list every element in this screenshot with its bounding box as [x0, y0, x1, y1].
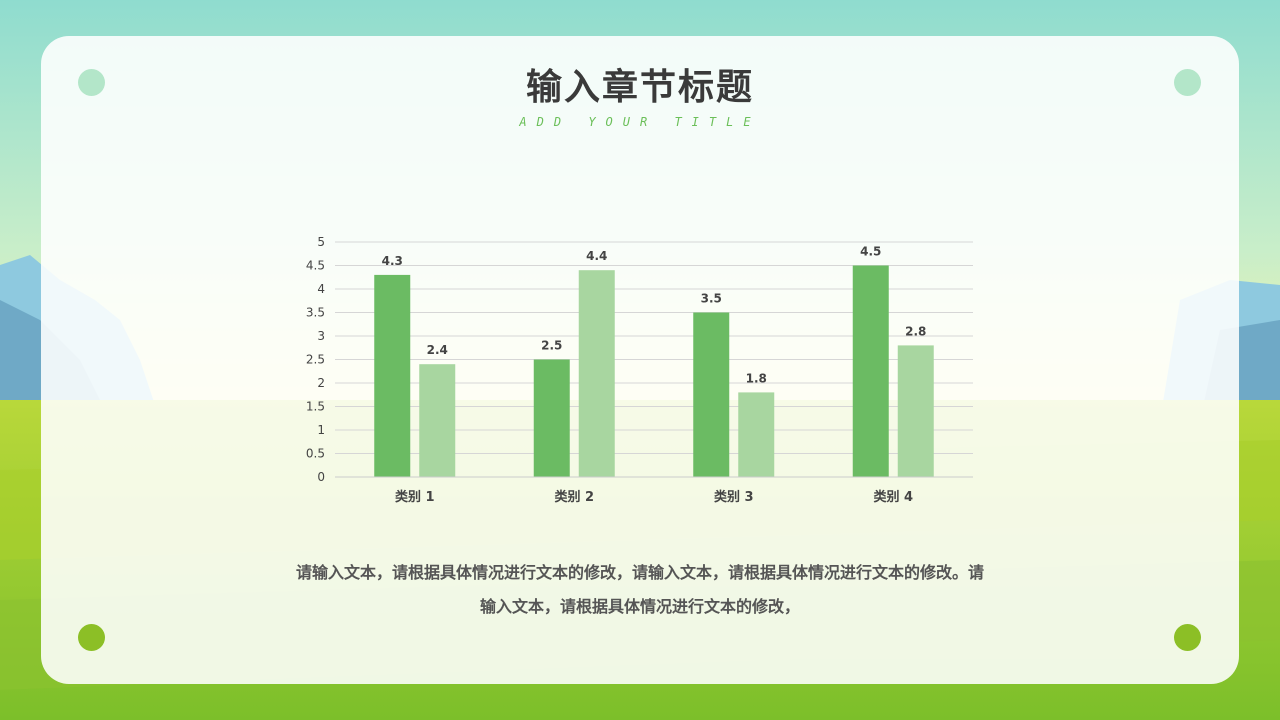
page-title: 输入章节标题: [525, 67, 754, 108]
bar: [578, 270, 615, 477]
bar: [374, 274, 411, 477]
bar: [852, 265, 889, 477]
x-tick-label: 类别 1: [395, 489, 435, 505]
corner-dot-bottom-right: [1174, 624, 1201, 651]
y-tick-label: 4.5: [306, 259, 325, 273]
bar: [419, 364, 456, 477]
body-paragraph: 请输入文本，请根据具体情况进行文本的修改，请输入文本，请根据具体情况进行文本的修…: [295, 563, 984, 616]
y-tick-label: 0.5: [306, 447, 325, 461]
y-tick-label: 0: [317, 470, 325, 484]
x-tick-label: 类别 2: [554, 489, 594, 505]
data-label: 4.3: [382, 254, 403, 268]
page-subtitle: ADD YOUR TITLE: [519, 115, 761, 129]
y-tick-label: 4: [317, 282, 325, 296]
y-tick-label: 5: [317, 235, 325, 249]
y-tick-label: 1.5: [306, 400, 325, 414]
y-tick-label: 3.5: [306, 306, 325, 320]
bar: [738, 392, 775, 477]
x-tick-label: 类别 4: [873, 489, 913, 505]
data-label: 2.8: [905, 324, 926, 338]
x-tick-label: 类别 3: [714, 489, 754, 505]
data-label: 4.4: [586, 249, 607, 263]
corner-dot-bottom-left: [78, 624, 105, 651]
corner-dot-top-right: [1174, 69, 1201, 96]
data-label: 4.5: [860, 245, 881, 259]
y-tick-label: 1: [317, 423, 325, 437]
bar-chart: 0 0.5 1 1.5 2 2.5 3 3.5 4 4.5 5 4.3 2.4 类别 1 2.5 4.4 类别 …: [306, 235, 973, 505]
data-label: 3.5: [701, 292, 722, 306]
data-label: 2.4: [427, 343, 448, 357]
bar: [693, 312, 730, 477]
y-tick-label: 3: [317, 329, 325, 343]
data-label: 2.5: [541, 339, 562, 353]
bar: [897, 345, 934, 477]
corner-dot-top-left: [78, 69, 105, 96]
y-tick-label: 2: [317, 376, 325, 390]
y-tick-label: 2.5: [306, 353, 325, 367]
data-label: 1.8: [746, 371, 767, 385]
bar: [533, 359, 570, 477]
